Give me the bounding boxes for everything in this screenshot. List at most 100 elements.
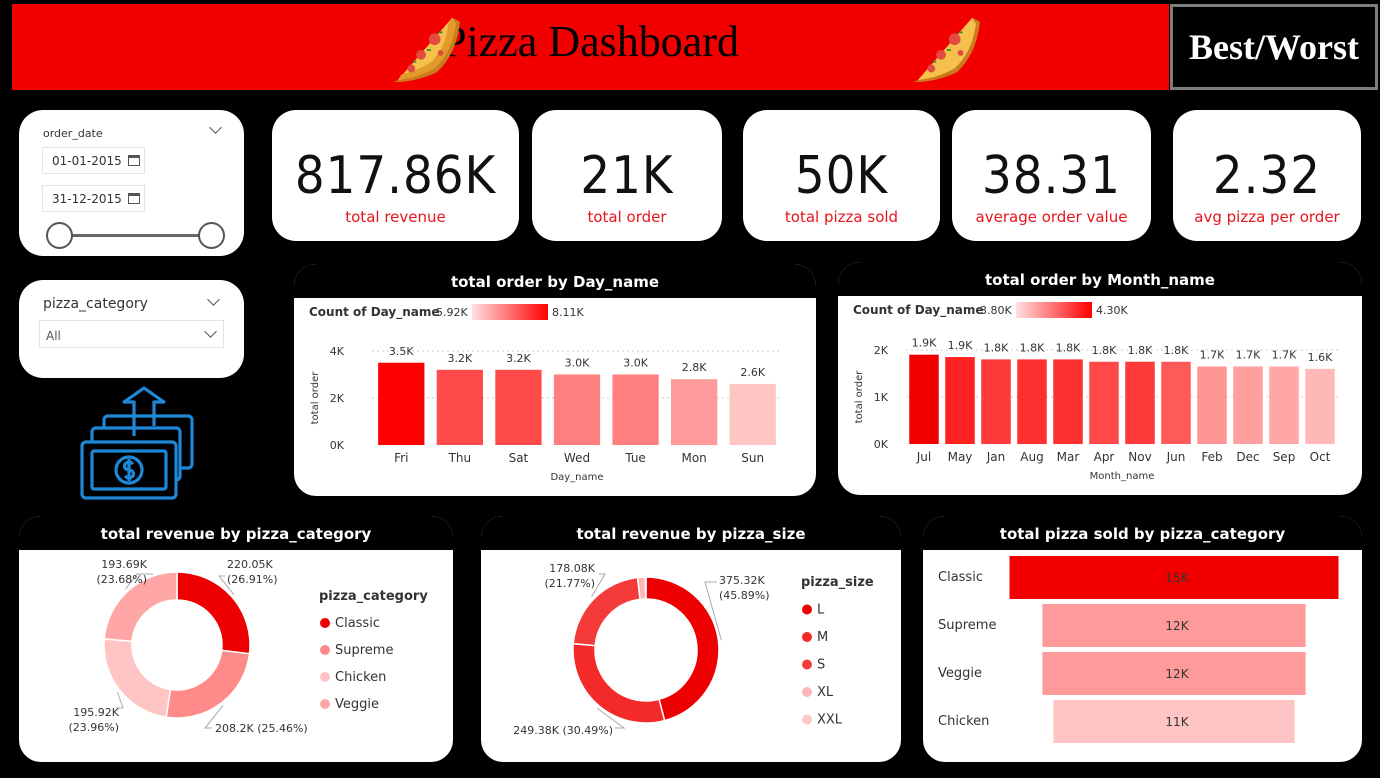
- legend-item: L: [817, 603, 825, 618]
- chevron-down-icon[interactable]: [204, 325, 217, 338]
- x-tick-label: Fri: [394, 451, 408, 465]
- x-tick-label: Mar: [1057, 450, 1080, 464]
- kpi-value: 21K: [580, 146, 674, 206]
- kpi-label: average order value: [975, 208, 1128, 226]
- bar: [945, 357, 975, 444]
- legend-item: S: [817, 658, 825, 673]
- donut-slice: [165, 649, 251, 719]
- bar: [495, 369, 542, 445]
- chevron-down-icon[interactable]: [209, 121, 222, 134]
- leader-line: [116, 692, 124, 709]
- chart-pizza-sold-by-category[interactable]: total pizza sold by pizza_category Class…: [923, 516, 1362, 762]
- date-range-track[interactable]: [59, 234, 211, 237]
- funnel-bar: [1042, 652, 1306, 695]
- legend-item: XXL: [817, 713, 843, 728]
- bar: [981, 359, 1011, 444]
- kpi-total-pizza-sold: 50K total pizza sold: [743, 110, 940, 241]
- x-tick-label: Jul: [916, 450, 931, 464]
- funnel-bar: [1009, 556, 1339, 599]
- x-tick-label: Sun: [741, 451, 764, 465]
- donut-slice: [645, 576, 720, 722]
- chevron-down-icon[interactable]: [207, 293, 220, 306]
- chart-orders-by-day[interactable]: total order by Day_name Count of Day_nam…: [294, 264, 816, 496]
- bar: [1197, 366, 1227, 444]
- kpi-label: total pizza sold: [784, 208, 899, 226]
- calendar-icon[interactable]: [128, 155, 140, 166]
- chart-title: total order by Day_name: [294, 264, 816, 298]
- bar: [378, 362, 425, 445]
- data-label: (23.68%): [96, 573, 147, 586]
- legend-marker: [320, 645, 330, 655]
- leader-line: [596, 707, 626, 729]
- legend-marker: [802, 632, 812, 642]
- bar: [729, 383, 776, 445]
- pizza-slice-icon: [913, 17, 981, 83]
- data-label: 2.8K: [682, 361, 707, 374]
- start-date-input[interactable]: 01-01-2015: [42, 147, 145, 174]
- data-label: 249.38K (30.49%): [513, 724, 613, 737]
- data-label: (23.96%): [68, 721, 119, 734]
- bar: [1161, 361, 1191, 444]
- bar: [553, 374, 601, 445]
- start-slider-handle[interactable]: [46, 222, 73, 249]
- pizza-category-slicer[interactable]: pizza_category All: [19, 280, 244, 378]
- data-label: 12K: [1165, 619, 1189, 633]
- data-label: (21.77%): [544, 577, 595, 590]
- data-label: 1.8K: [1092, 344, 1117, 357]
- kpi-average-order-value: 38.31 average order value: [952, 110, 1151, 241]
- data-label: 15K: [1165, 571, 1189, 585]
- chart-orders-by-month[interactable]: total order by Month_name Count of Day_n…: [838, 262, 1362, 495]
- legend-gradient: [1016, 302, 1092, 318]
- slicer-label: order_date: [43, 127, 103, 140]
- legend-gradient: [472, 304, 548, 320]
- kpi-total-revenue: 817.86K total revenue: [272, 110, 519, 241]
- end-slider-handle[interactable]: [198, 222, 225, 249]
- bar: [436, 369, 483, 445]
- legend-item: M: [817, 630, 828, 645]
- legend-min: 3.80K: [980, 304, 1012, 317]
- data-label: 3.2K: [447, 352, 472, 365]
- calendar-icon[interactable]: [128, 193, 140, 204]
- category-label: Supreme: [938, 618, 996, 633]
- x-tick-label: May: [948, 450, 973, 464]
- end-date-input[interactable]: 31-12-2015: [42, 185, 145, 212]
- data-label: 375.32K: [719, 574, 765, 587]
- legend-marker: [802, 604, 812, 615]
- data-label: 1.7K: [1236, 348, 1261, 361]
- x-tick-label: Nov: [1128, 450, 1151, 464]
- dashboard-header: Pizza Dashboard: [12, 4, 1169, 90]
- x-tick-label: Aug: [1020, 450, 1043, 464]
- kpi-total-order: 21K total order: [532, 110, 722, 241]
- leader-line: [591, 573, 606, 598]
- x-tick-label: Sep: [1273, 450, 1296, 464]
- data-label: 1.9K: [912, 337, 937, 350]
- legend-title: pizza_category: [319, 589, 428, 604]
- leader-line: [203, 705, 224, 729]
- chart-revenue-by-category[interactable]: total revenue by pizza_category pizza_ca…: [19, 516, 453, 762]
- data-label: 1.8K: [984, 341, 1009, 354]
- x-tick-label: Jun: [1166, 450, 1186, 464]
- data-label: 1.8K: [1128, 344, 1153, 357]
- x-tick-label: Feb: [1201, 450, 1222, 464]
- legend-marker: [320, 618, 330, 628]
- chart-revenue-by-size[interactable]: total revenue by pizza_size pizza_size L M…: [481, 516, 901, 762]
- chart-title: total revenue by pizza_category: [19, 516, 453, 550]
- best-worst-button[interactable]: Best/Worst: [1170, 4, 1378, 90]
- data-label: 1.7K: [1200, 348, 1225, 361]
- data-label: 1.7K: [1272, 348, 1297, 361]
- kpi-value: 817.86K: [294, 146, 497, 206]
- order-date-slicer[interactable]: order_date 01-01-2015 31-12-2015: [19, 110, 244, 256]
- bar: [1305, 368, 1335, 444]
- category-dropdown[interactable]: All: [39, 320, 224, 348]
- data-label: 178.08K: [549, 562, 595, 575]
- data-label: 1.8K: [1164, 344, 1189, 357]
- donut-slice: [644, 576, 647, 600]
- x-axis-label: Month_name: [1090, 471, 1155, 482]
- data-label: 1.8K: [1020, 341, 1045, 354]
- bar: [909, 354, 939, 444]
- kpi-label: avg pizza per order: [1194, 208, 1340, 226]
- data-label: 3.0K: [565, 357, 590, 370]
- y-axis-label: total order: [854, 370, 865, 424]
